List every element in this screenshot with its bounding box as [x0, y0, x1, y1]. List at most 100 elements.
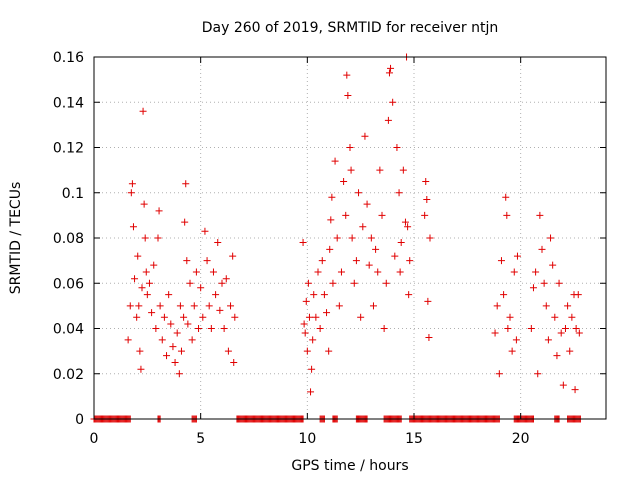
- data-point: [421, 211, 429, 219]
- data-point: [188, 336, 196, 344]
- data-point: [304, 279, 312, 287]
- data-point: [536, 211, 544, 219]
- x-tick-label: 15: [405, 431, 423, 447]
- data-point: [540, 279, 548, 287]
- data-point: [399, 166, 407, 174]
- data-point: [195, 325, 203, 332]
- data-point: [384, 116, 392, 124]
- data-point: [376, 166, 384, 174]
- x-tick-label: 10: [298, 431, 316, 447]
- data-point: [343, 71, 351, 79]
- chart-title: Day 260 of 2019, SRMTID for receiver ntj…: [202, 20, 499, 36]
- data-point: [131, 275, 139, 283]
- data-point: [553, 352, 561, 360]
- data-point: [326, 245, 334, 253]
- data-point: [150, 261, 158, 269]
- data-point: [512, 336, 520, 344]
- data-point: [143, 291, 151, 299]
- data-point: [209, 268, 217, 276]
- data-point: [224, 347, 232, 355]
- data-point: [491, 329, 499, 337]
- data-point: [181, 218, 189, 226]
- y-tick-label: 0.02: [53, 367, 84, 383]
- data-point: [566, 347, 574, 355]
- data-point: [374, 268, 382, 276]
- data-point: [205, 302, 213, 310]
- y-axis-label: SRMTID / TECUs: [8, 182, 24, 295]
- data-point: [156, 302, 164, 310]
- data-point: [176, 302, 184, 310]
- data-point: [357, 313, 365, 321]
- data-point: [393, 144, 401, 151]
- data-point: [184, 320, 192, 328]
- data-point: [126, 302, 134, 310]
- data-point: [557, 329, 565, 337]
- data-point: [129, 223, 137, 231]
- data-point: [502, 193, 510, 201]
- data-point: [344, 91, 352, 99]
- data-point: [301, 329, 309, 337]
- data-point: [167, 320, 175, 328]
- data-point: [323, 309, 331, 317]
- x-tick-label: 20: [512, 431, 530, 447]
- data-point: [154, 234, 162, 242]
- data-point: [342, 211, 350, 219]
- data-point: [367, 234, 375, 242]
- data-point: [230, 358, 238, 366]
- data-point: [158, 336, 166, 344]
- data-point: [391, 252, 399, 260]
- data-point: [572, 325, 580, 332]
- data-point: [148, 309, 156, 317]
- data-point: [303, 347, 311, 355]
- data-point: [124, 336, 132, 344]
- y-tick-label: 0.12: [53, 141, 84, 157]
- data-point: [493, 302, 501, 310]
- data-point: [171, 358, 179, 366]
- y-tick-label: 0.06: [53, 276, 84, 292]
- data-point: [544, 336, 552, 344]
- data-point: [380, 325, 388, 332]
- data-point: [561, 325, 569, 332]
- y-tick-label: 0.1: [62, 186, 84, 202]
- data-point: [350, 279, 358, 287]
- data-point: [203, 257, 211, 265]
- data-point: [335, 302, 343, 310]
- data-point: [310, 291, 318, 299]
- data-point: [192, 268, 200, 276]
- data-point: [197, 284, 205, 292]
- data-point: [141, 234, 149, 242]
- data-point: [229, 252, 237, 260]
- data-point: [175, 370, 183, 378]
- data-point: [369, 302, 377, 310]
- data-point: [500, 291, 508, 299]
- data-point: [348, 234, 356, 242]
- data-point: [355, 189, 363, 197]
- data-point: [422, 177, 430, 185]
- data-point: [163, 352, 171, 360]
- data-point: [307, 388, 315, 396]
- data-points: [90, 53, 584, 423]
- data-point: [389, 98, 397, 106]
- data-point: [385, 69, 393, 77]
- y-tick-label: 0.16: [53, 50, 84, 66]
- data-point: [231, 313, 239, 321]
- data-point: [308, 365, 316, 373]
- data-point: [182, 180, 190, 188]
- data-point: [201, 227, 209, 235]
- data-point: [299, 239, 307, 247]
- data-point: [365, 261, 373, 269]
- data-point: [337, 268, 345, 276]
- data-point: [538, 245, 546, 253]
- data-point: [495, 370, 503, 378]
- axes: 0 5 10 15 20 0 0.02 0.04 0.06 0.08 0.1 0.12 0.14 0.16: [53, 50, 606, 447]
- data-point: [513, 252, 521, 260]
- data-point: [135, 302, 143, 310]
- x-axis-label: GPS time / hours: [291, 458, 408, 474]
- data-point: [325, 347, 333, 355]
- data-point: [222, 275, 230, 283]
- data-point: [227, 302, 235, 310]
- data-point: [529, 284, 537, 292]
- data-point: [199, 313, 207, 321]
- data-point: [574, 291, 582, 299]
